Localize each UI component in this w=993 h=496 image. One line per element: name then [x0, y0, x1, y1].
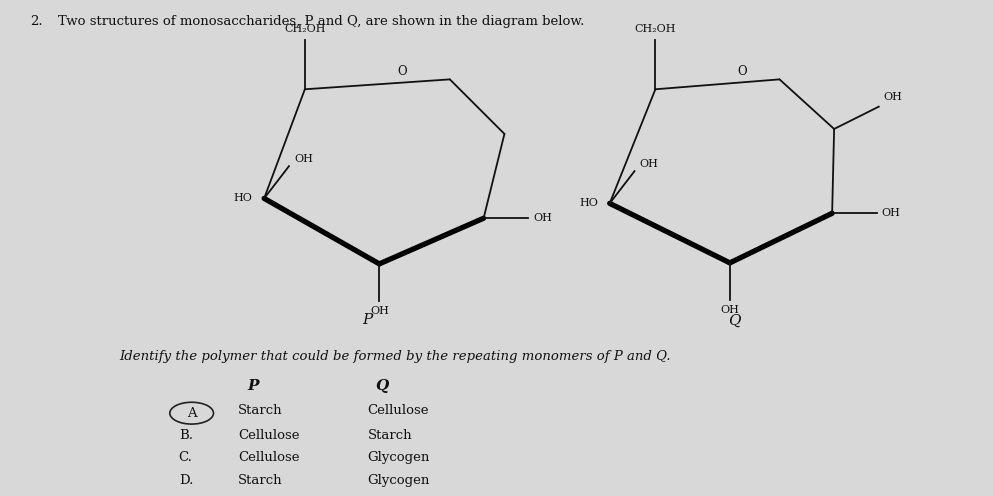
Text: O: O: [397, 65, 407, 78]
Text: Glycogen: Glycogen: [367, 474, 430, 487]
Text: Identify the polymer that could be formed by the repeating monomers of P and Q.: Identify the polymer that could be forme…: [119, 350, 671, 363]
Text: O: O: [738, 65, 747, 78]
Text: Cellulose: Cellulose: [367, 404, 429, 417]
Text: C.: C.: [179, 451, 193, 464]
Text: OH: OH: [533, 213, 552, 223]
Text: OH: OH: [369, 306, 389, 316]
Text: B.: B.: [179, 429, 193, 442]
Text: CH₂OH: CH₂OH: [284, 24, 326, 34]
Text: Starch: Starch: [367, 429, 412, 442]
Text: Cellulose: Cellulose: [238, 429, 300, 442]
Text: D.: D.: [179, 474, 193, 487]
Text: P: P: [362, 313, 372, 327]
Text: OH: OH: [294, 154, 313, 164]
Text: HO: HO: [579, 198, 598, 208]
Text: P: P: [247, 379, 259, 393]
Text: Cellulose: Cellulose: [238, 451, 300, 464]
Text: OH: OH: [882, 208, 901, 218]
Text: Q: Q: [729, 313, 741, 327]
Text: OH: OH: [720, 305, 740, 315]
Text: CH₂OH: CH₂OH: [635, 24, 676, 34]
Text: Two structures of monosaccharides, P and Q, are shown in the diagram below.: Two structures of monosaccharides, P and…: [58, 15, 584, 28]
Text: Starch: Starch: [238, 404, 283, 417]
Text: OH: OH: [884, 92, 903, 102]
Text: 2.: 2.: [30, 15, 43, 28]
Text: Glycogen: Glycogen: [367, 451, 430, 464]
Text: A: A: [187, 407, 197, 420]
Text: Q: Q: [375, 379, 389, 393]
Text: HO: HO: [233, 193, 252, 203]
Text: Starch: Starch: [238, 474, 283, 487]
Text: OH: OH: [639, 159, 658, 169]
